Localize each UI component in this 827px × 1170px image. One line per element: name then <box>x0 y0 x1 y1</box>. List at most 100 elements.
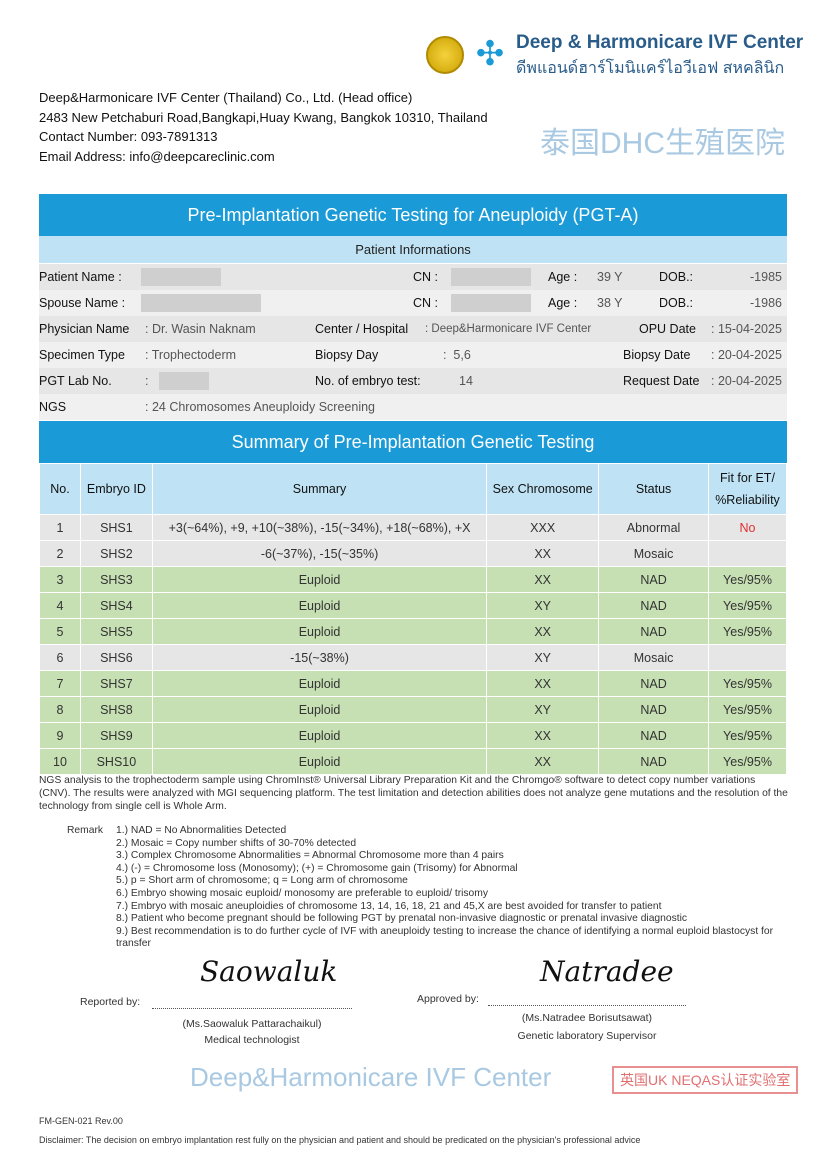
certification-seal-icon <box>426 36 464 74</box>
spouse-age: 38 Y <box>597 296 623 310</box>
table-row: 8 SHS8 Euploid XY NAD Yes/95% <box>39 696 788 723</box>
remark-label: Remark <box>67 825 104 836</box>
remarks: Remark 1.) NAD = No Abnormalities Detect… <box>67 825 773 949</box>
cell-fit-for-et <box>707 644 788 671</box>
remark-item: 9.) Best recommendation is to do further… <box>116 925 774 950</box>
cell-sex-chromosome: XX <box>486 722 600 749</box>
col-fit-for-et: Fit for ET/ %Reliability <box>707 463 788 515</box>
watermark-text: 泰国DHC生殖医院 <box>540 127 785 160</box>
cell-sex-chromosome: XXX <box>486 514 600 541</box>
lab-certification-stamp: 英国UK NEQAS认证实验室 <box>612 1066 799 1094</box>
cell-sex-chromosome: XX <box>486 748 600 775</box>
col-status: Status <box>598 463 709 515</box>
ngs-row: NGS : 24 Chromosomes Aneuploidy Screenin… <box>39 394 787 420</box>
cell-status: NAD <box>598 566 709 593</box>
remark-item: 8.) Patient who become pregnant should b… <box>116 913 688 925</box>
remark-item: 5.) p = Short arm of chromosome; q = Lon… <box>116 875 408 887</box>
label: Physician Name <box>39 322 130 336</box>
table-row: 5 SHS5 Euploid XX NAD Yes/95% <box>39 618 788 645</box>
summary-title: Summary of Pre-Implantation Genetic Test… <box>39 421 787 463</box>
cell-status: Abnormal <box>598 514 709 541</box>
specimen-type: Trophectoderm <box>151 348 237 362</box>
remark-item: 3.) Complex Chromosome Abnormalities = A… <box>116 850 504 862</box>
physician-row: Physician Name : Dr. Wasin Naknam Center… <box>39 316 787 342</box>
brand-name-en: Deep & Harmonicare IVF Center <box>516 32 804 53</box>
cell-status: NAD <box>598 748 709 775</box>
table-row: 4 SHS4 Euploid XY NAD Yes/95% <box>39 592 788 619</box>
label: Age : <box>548 296 578 310</box>
cell-sex-chromosome: XY <box>486 592 600 619</box>
clinic-address: Deep&Harmonicare IVF Center (Thailand) C… <box>39 88 488 166</box>
biopsy-date: 20-04-2025 <box>717 348 782 362</box>
cell-no: 5 <box>39 618 81 645</box>
label: CN : <box>413 296 438 310</box>
cell-summary: -6(~37%), -15(~35%) <box>151 540 488 567</box>
cell-summary: Euploid <box>151 592 488 619</box>
address-line: 2483 New Petchaburi Road,Bangkapi,Huay K… <box>39 109 488 125</box>
brand-name-th: ดีพแอนด์ฮาร์โมนิแคร์ไอวีเอฟ สหคลินิก <box>516 60 785 77</box>
cell-summary: -15(~38%) <box>151 644 488 671</box>
cell-no: 3 <box>39 566 81 593</box>
table-row: 3 SHS3 Euploid XX NAD Yes/95% <box>39 566 788 593</box>
col-embryo-id: Embryo ID <box>79 463 153 515</box>
cell-sex-chromosome: XY <box>486 644 600 671</box>
cell-status: Mosaic <box>598 540 709 567</box>
cell-status: NAD <box>598 670 709 697</box>
cell-summary: Euploid <box>151 722 488 749</box>
cell-fit-for-et: Yes/95% <box>707 592 788 619</box>
label: DOB.: <box>659 270 694 284</box>
cell-fit-for-et: Yes/95% <box>707 566 788 593</box>
patient-row: Patient Name : CN : Age : 39 Y DOB.: -19… <box>39 264 787 290</box>
approver-title: Genetic laboratory Supervisor <box>517 1030 657 1042</box>
clinic-logo-icon: ✣ <box>475 34 505 74</box>
embryo-count: 14 <box>459 374 473 388</box>
cell-no: 8 <box>39 696 81 723</box>
cell-fit-for-et <box>707 540 788 567</box>
form-code: FM-GEN-021 Rev.00 <box>39 1116 123 1126</box>
method-note: NGS analysis to the trophectoderm sample… <box>39 775 788 812</box>
reporter-signature: Saowaluk <box>200 955 338 988</box>
approved-by-label: Approved by: <box>417 993 479 1005</box>
watermark-text: Deep&Harmonicare IVF Center <box>190 1062 552 1092</box>
ngs-method: 24 Chromosomes Aneuploidy Screening <box>151 400 375 414</box>
spouse-row: Spouse Name : CN : Age : 38 Y DOB.: -198… <box>39 290 787 316</box>
cell-no: 10 <box>39 748 81 775</box>
contact-number: Contact Number: 093-7891313 <box>39 129 218 144</box>
label: PGT Lab No. <box>39 374 112 388</box>
patient-dob: -1985 <box>750 270 782 284</box>
cell-no: 6 <box>39 644 81 671</box>
label: OPU Date <box>639 322 696 336</box>
cell-embryo-id: SHS10 <box>79 748 153 775</box>
disclaimer: Disclaimer: The decision on embryo impla… <box>39 1135 641 1145</box>
cell-status: Mosaic <box>598 644 709 671</box>
cell-no: 7 <box>39 670 81 697</box>
redacted <box>451 268 531 286</box>
redacted <box>451 294 531 312</box>
remark-item: 4.) (-) = Chromosome loss (Monosomy); (+… <box>116 862 518 874</box>
redacted <box>141 268 221 286</box>
approver-signature: Natradee <box>540 955 674 988</box>
request-date: 20-04-2025 <box>717 374 782 388</box>
col-sex-chromosome: Sex Chromosome <box>486 463 600 515</box>
table-row: 2 SHS2 -6(~37%), -15(~35%) XX Mosaic <box>39 540 788 567</box>
redacted <box>159 372 209 390</box>
biopsy-day: 5,6 <box>453 348 471 362</box>
cell-embryo-id: SHS6 <box>79 644 153 671</box>
label: Specimen Type <box>39 348 125 362</box>
cell-status: NAD <box>598 618 709 645</box>
cell-status: NAD <box>598 722 709 749</box>
label: CN : <box>413 270 438 284</box>
label: Patient Name : <box>39 270 122 284</box>
cell-summary: Euploid <box>151 748 488 775</box>
label: Biopsy Date <box>623 348 691 362</box>
opu-date: 15-04-2025 <box>717 322 782 336</box>
cell-status: NAD <box>598 592 709 619</box>
cell-embryo-id: SHS8 <box>79 696 153 723</box>
cell-no: 4 <box>39 592 81 619</box>
cell-fit-for-et: Yes/95% <box>707 696 788 723</box>
table-row: 7 SHS7 Euploid XX NAD Yes/95% <box>39 670 788 697</box>
spouse-dob: -1986 <box>750 296 782 310</box>
label: NGS <box>39 400 67 414</box>
label: Spouse Name : <box>39 296 126 310</box>
cell-embryo-id: SHS9 <box>79 722 153 749</box>
